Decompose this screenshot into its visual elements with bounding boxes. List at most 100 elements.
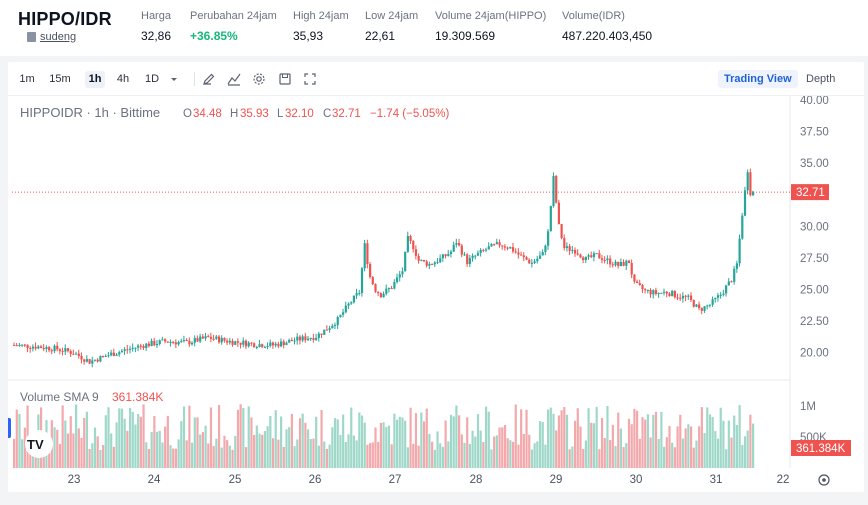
volume-bar <box>590 422 593 468</box>
volume-bar <box>309 439 312 468</box>
interval-1d[interactable]: 1D <box>144 73 160 85</box>
volume-legend-label: Volume SMA 9 <box>20 390 99 404</box>
candle-body <box>131 347 134 349</box>
volume-bar <box>695 440 698 468</box>
interval-15m[interactable]: 15m <box>49 73 71 85</box>
volume-bar <box>412 443 415 468</box>
candle-body <box>746 172 749 191</box>
volume-bar <box>112 446 115 468</box>
candle-body <box>147 343 151 347</box>
candle-body <box>207 336 210 338</box>
volume-bar <box>80 437 83 468</box>
tag-link[interactable]: sudeng <box>27 31 76 43</box>
fullscreen-icon[interactable] <box>303 72 317 86</box>
volume-bar <box>107 407 110 468</box>
volume-bar <box>261 434 264 468</box>
view-tradingview-button[interactable]: Trading View <box>718 70 798 88</box>
volume-bar <box>541 421 544 468</box>
volume-bar <box>573 420 577 468</box>
volume-bar <box>406 447 409 468</box>
volume-bar <box>727 420 730 468</box>
candle-body <box>304 336 307 341</box>
volume-bar <box>85 411 89 468</box>
x-tick-label: 31 <box>710 474 723 486</box>
x-tick-label: 25 <box>229 474 242 486</box>
interval-1h[interactable]: 1h <box>85 71 105 88</box>
last-price-badge <box>791 184 829 201</box>
volume-bar <box>719 407 722 468</box>
volume-bar <box>315 416 318 468</box>
save-icon[interactable] <box>278 72 292 86</box>
interval-1m[interactable]: 1m <box>19 73 35 85</box>
volume-bar <box>514 404 517 468</box>
volume-bar <box>96 436 99 468</box>
candle-body <box>598 253 601 259</box>
volume-bar <box>258 433 261 468</box>
candle-body <box>555 175 558 203</box>
volume-bar <box>698 426 701 468</box>
interval-4h[interactable]: 4h <box>116 73 130 85</box>
stat-value: 32,86 <box>141 29 172 43</box>
volume-bar <box>592 423 596 468</box>
candle-body <box>15 345 18 347</box>
volume-bar <box>449 414 453 468</box>
candle-body <box>112 352 115 356</box>
volume-bar <box>498 427 501 468</box>
volume-bar <box>115 422 118 468</box>
candle-body <box>317 333 320 338</box>
volume-bar <box>673 447 676 468</box>
volume-bar <box>169 445 172 468</box>
view-depth-button[interactable]: Depth <box>806 73 836 85</box>
chevron-down-icon[interactable] <box>167 72 181 86</box>
volume-bar <box>444 420 447 468</box>
price-chart[interactable]: 40.0037.5035.0032.5030.0027.5025.0022.50… <box>8 96 864 492</box>
volume-bar <box>137 414 140 468</box>
candle-body <box>123 349 126 351</box>
stat-value: 35,93 <box>293 29 324 43</box>
gear-icon[interactable] <box>252 72 266 86</box>
candle-body <box>433 262 436 265</box>
candle-body <box>671 290 674 297</box>
volume-bar <box>21 439 24 468</box>
candle-body <box>371 277 374 285</box>
candle-body <box>698 304 701 309</box>
volume-bar <box>714 431 717 468</box>
volume-bar <box>390 444 393 468</box>
candle-body <box>155 344 159 346</box>
candle-body <box>48 347 51 351</box>
volume-bar <box>180 421 183 468</box>
candle-body <box>603 260 606 262</box>
volume-bar <box>56 429 59 468</box>
volume-bar <box>517 444 520 468</box>
volume-last-badge <box>791 440 851 456</box>
indicators-icon[interactable] <box>227 72 241 86</box>
volume-bar <box>660 411 663 468</box>
volume-bar <box>441 446 445 468</box>
candle-body <box>401 271 404 275</box>
stat-value: +36.85% <box>190 29 238 43</box>
y-tick-label: 20.00 <box>800 348 829 360</box>
volume-bar <box>188 405 191 468</box>
volume-bar <box>433 449 436 468</box>
candle-body <box>298 336 302 341</box>
legend-high-value: 35.93 <box>240 108 269 120</box>
volume-bar <box>474 436 477 468</box>
candle-body <box>552 175 555 206</box>
volume-bar <box>23 427 26 468</box>
volume-bar <box>544 444 547 468</box>
candle-body <box>727 281 730 286</box>
candle-body <box>482 249 485 251</box>
candle-body <box>110 352 113 356</box>
candle-body <box>708 304 712 306</box>
candle-body <box>466 254 469 265</box>
candle-body <box>360 268 364 294</box>
settings-gear-icon[interactable] <box>818 474 830 486</box>
draw-pencil-icon[interactable] <box>202 72 216 86</box>
volume-bar <box>420 412 423 468</box>
volume-bar <box>126 430 129 468</box>
x-tick-label: 29 <box>550 474 563 486</box>
candle-body <box>741 215 744 239</box>
volume-bar <box>733 415 736 468</box>
candle-body <box>582 257 585 261</box>
collapse-handle[interactable] <box>8 418 11 438</box>
